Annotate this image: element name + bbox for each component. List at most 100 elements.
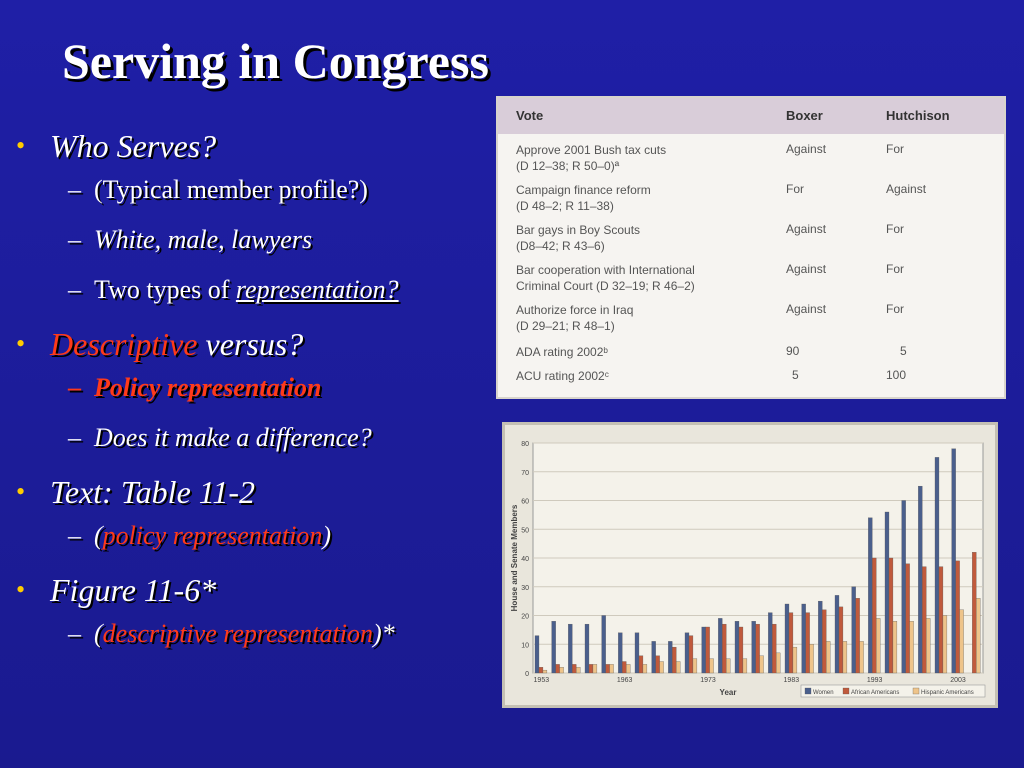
dash: – [68, 373, 81, 402]
bar-african-americans [722, 623, 727, 674]
sub-two-types: – Two types of representation? [12, 274, 502, 306]
descriptive-text: Descriptive [50, 326, 198, 362]
bar-african-americans [972, 552, 977, 674]
vote-cell: Bar cooperation with International Crimin… [516, 262, 695, 294]
x-tick-label: 1983 [784, 677, 800, 684]
dash: – [68, 275, 81, 304]
paren-close-star: )* [372, 619, 395, 648]
boxer-cell: For [786, 182, 804, 196]
vote-line1: Approve 2001 Bush tax cuts [516, 143, 667, 157]
sub-descriptive-rep: – (descriptive representation)* [12, 618, 502, 650]
bar-african-americans [822, 609, 827, 674]
hutchison-cell: For [886, 222, 904, 236]
bar-african-americans [538, 667, 544, 674]
bar-african-americans [588, 664, 594, 674]
x-tick-label: 1953 [534, 677, 550, 684]
x-tick-label: 2003 [950, 677, 966, 684]
bar-hispanic-americans [942, 615, 948, 674]
bar-african-americans [838, 606, 844, 674]
y-tick-label: 20 [521, 614, 529, 621]
sub-difference: – Does it make a difference? [12, 422, 502, 454]
hutchison-cell: For [886, 302, 904, 316]
x-tick-label: 1963 [617, 677, 633, 684]
legend-swatch [804, 687, 812, 695]
vote-line2: (D 12–38; R 50–0)ª [516, 159, 620, 173]
hutchison-cell: 5 [900, 344, 907, 358]
bar-women [718, 618, 723, 674]
vote-line1: Campaign finance reform [516, 183, 651, 197]
boxer-cell: Against [786, 222, 827, 236]
vote-line1: ACU rating 2002ᶜ [516, 369, 609, 383]
bar-african-americans [805, 612, 810, 674]
y-tick-label: 30 [521, 585, 529, 592]
bar-african-americans [572, 664, 577, 674]
bar-african-americans [638, 655, 644, 674]
bar-african-americans [555, 664, 560, 674]
vote-table: Vote Boxer Hutchison Approve 2001 Bush t… [496, 96, 1006, 399]
hutchison-cell: For [886, 142, 904, 156]
vote-table-header: Vote Boxer Hutchison [498, 98, 1004, 134]
sub-white-male-lawyers: – White, male, lawyers [12, 224, 502, 256]
y-tick-label: 40 [521, 556, 529, 563]
bar-women [951, 448, 956, 674]
vote-line2: (D 48–2; R 11–38) [516, 199, 614, 213]
bar-african-americans [738, 626, 744, 674]
dash: – [68, 175, 81, 204]
bar-hispanic-americans [609, 664, 614, 674]
bar-hispanic-americans [626, 664, 631, 674]
who-serves-text: Who Serves? [50, 128, 217, 164]
legend-label: Women [813, 690, 834, 696]
bullet-list: • Who Serves? – (Typical member profile?… [12, 126, 502, 668]
bullet-who-serves: • Who Serves? [12, 126, 502, 166]
bar-women [751, 621, 756, 674]
bar-women [851, 586, 856, 674]
bar-women [901, 500, 906, 674]
vote-line2: Criminal Court (D 32–19; R 46–2) [516, 279, 695, 293]
paren-open: ( [94, 619, 103, 648]
bar-african-americans [772, 623, 777, 674]
bar-women [868, 517, 873, 674]
bar-women [784, 603, 790, 674]
bar-hispanic-americans [826, 641, 831, 674]
header-vote: Vote [516, 108, 544, 123]
bar-african-americans [655, 655, 660, 674]
bar-hispanic-americans [642, 664, 648, 674]
bar-african-americans [872, 557, 877, 674]
bar-women [768, 612, 773, 674]
bar-hispanic-americans [909, 621, 914, 674]
boxer-cell: Against [786, 142, 827, 156]
bar-women [884, 511, 890, 674]
x-tick-label: 1993 [867, 677, 883, 684]
vote-line1: Authorize force in Iraq [516, 303, 634, 317]
bar-women [668, 641, 673, 674]
paren-open: ( [94, 521, 103, 550]
x-tick-label: 1973 [700, 677, 716, 684]
bar-women [568, 623, 573, 674]
representation-link[interactable]: representation? [235, 275, 399, 304]
figure-text: Figure 11-6* [50, 572, 217, 608]
vote-line2: (D8–42; R 43–6) [516, 239, 605, 253]
table-row: ACU rating 2002ᶜ 5 100 [498, 368, 1004, 397]
dash: – [68, 619, 81, 648]
y-axis-label: House and Senate Members [510, 504, 519, 611]
bullet-dot: • [16, 575, 26, 604]
vote-line1: Bar gays in Boy Scouts [516, 223, 641, 237]
vote-line2: (D 29–21; R 48–1) [516, 319, 615, 333]
vote-cell: Approve 2001 Bush tax cuts (D 12–38; R 50… [516, 142, 666, 174]
boxer-cell: Against [786, 302, 827, 316]
bar-african-americans [888, 557, 894, 674]
y-tick-label: 60 [521, 499, 529, 506]
bar-african-americans [622, 661, 627, 674]
bar-women [551, 621, 556, 674]
bullet-dot: • [16, 329, 26, 358]
bar-women [618, 632, 623, 674]
bar-hispanic-americans [976, 598, 981, 674]
paren-close: ) [322, 521, 332, 550]
bar-hispanic-americans [776, 652, 781, 674]
sub-typical-profile: – (Typical member profile?) [12, 174, 502, 206]
bar-women [818, 600, 823, 674]
bar-hispanic-americans [876, 618, 881, 674]
dash: – [68, 225, 81, 254]
dash: – [68, 423, 81, 452]
bar-hispanic-americans [659, 661, 664, 674]
